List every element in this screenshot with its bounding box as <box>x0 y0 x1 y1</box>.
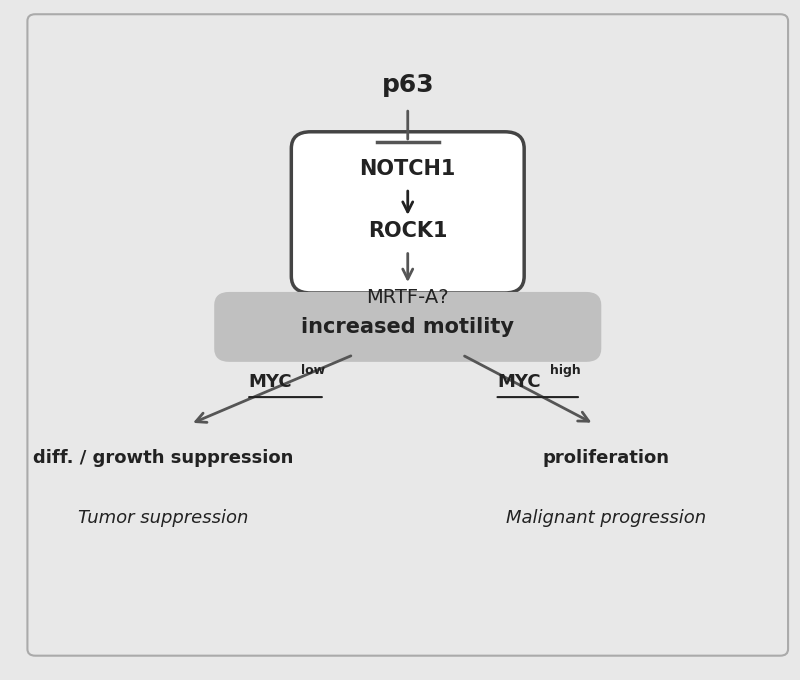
Text: ROCK1: ROCK1 <box>368 220 447 241</box>
Text: MYC: MYC <box>249 373 292 391</box>
Text: NOTCH1: NOTCH1 <box>359 158 456 179</box>
Text: MYC: MYC <box>497 373 541 391</box>
FancyBboxPatch shape <box>215 293 600 361</box>
Text: p63: p63 <box>382 73 434 97</box>
Text: low: low <box>302 364 326 377</box>
Text: high: high <box>550 364 581 377</box>
FancyBboxPatch shape <box>27 14 788 656</box>
Text: MRTF-A?: MRTF-A? <box>366 288 449 307</box>
Text: proliferation: proliferation <box>542 449 669 466</box>
FancyBboxPatch shape <box>291 132 524 293</box>
Text: Tumor suppression: Tumor suppression <box>78 509 249 527</box>
Text: increased motility: increased motility <box>302 318 514 337</box>
Text: Malignant progression: Malignant progression <box>506 509 706 527</box>
Text: diff. / growth suppression: diff. / growth suppression <box>33 449 294 466</box>
